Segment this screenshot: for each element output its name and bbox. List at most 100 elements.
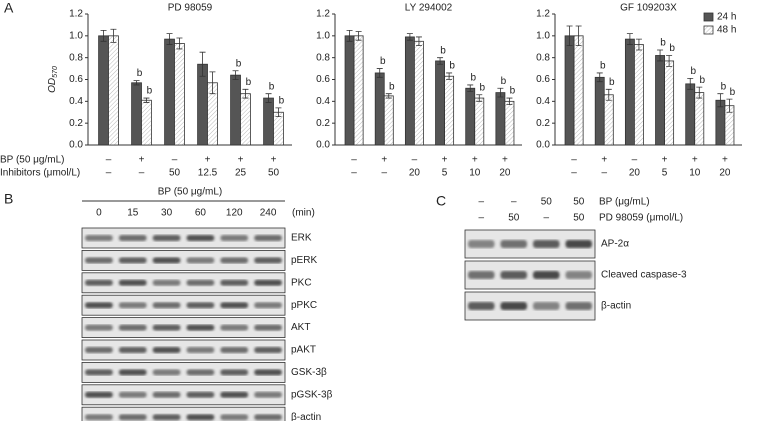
lane-label: – (543, 213, 549, 224)
x-tick-label: + (472, 155, 478, 166)
legend-label: 48 h (717, 25, 736, 36)
error-bar (566, 25, 573, 47)
blot-band (85, 324, 113, 331)
blot-band (152, 347, 181, 353)
blot-band (85, 279, 113, 286)
y-tick-label: 0.2 (69, 118, 83, 129)
time-label: 0 (96, 208, 102, 219)
error-bar (376, 68, 383, 78)
band-label: pERK (291, 255, 317, 266)
blot-frame (81, 406, 286, 421)
error-bar (666, 55, 673, 67)
band-label: ERK (291, 233, 312, 244)
error-bar (497, 87, 504, 98)
bar (98, 35, 109, 146)
bar (594, 76, 605, 146)
bar (655, 55, 665, 146)
y-tick-label: 0.0 (536, 140, 550, 151)
legend-swatch (703, 25, 714, 35)
blot-band (220, 302, 249, 309)
x-tick-label: 20 (499, 168, 511, 179)
blot-band (186, 302, 215, 309)
chart-title: GF 109203X (620, 3, 677, 14)
y-tick-label: 0.8 (316, 52, 330, 63)
significance-letter: b (236, 58, 242, 69)
band-label: PKC (291, 277, 312, 288)
panel-label: A (4, 0, 14, 16)
bar (603, 94, 614, 146)
bar (495, 92, 506, 146)
x-tick-label: – (172, 155, 178, 166)
legend-swatch (703, 12, 714, 22)
bar (624, 38, 635, 146)
blot-band (186, 369, 215, 376)
significance-letter: b (510, 86, 516, 97)
error-bar (506, 97, 513, 106)
y-tick-label: 1.2 (69, 9, 83, 20)
y-tick-label: 1.2 (316, 9, 330, 20)
y-tick-label: 0.6 (69, 74, 83, 85)
bar (131, 82, 142, 146)
error-bar (446, 72, 453, 80)
row-title: PD 98059 (μmol/L) (599, 213, 683, 224)
significance-letter: b (600, 61, 606, 72)
y-tick-label: 0.6 (316, 74, 330, 85)
error-bar (467, 84, 474, 92)
bar (344, 35, 355, 146)
band-label: AKT (291, 322, 310, 333)
error-bar (437, 57, 444, 65)
y-tick-label: 0.4 (316, 96, 330, 107)
bar (263, 97, 274, 146)
blot-frame (81, 272, 286, 294)
blot-band (500, 240, 527, 248)
bar (230, 74, 241, 146)
x-tick-label: + (722, 155, 728, 166)
x-tick-label: – (381, 168, 387, 179)
significance-letter: b (246, 77, 252, 88)
significance-letter: b (730, 87, 736, 98)
error-bar (575, 25, 582, 47)
lane-label: – (478, 213, 484, 224)
y-tick-label: 0.8 (536, 52, 550, 63)
y-tick-label: 1.0 (536, 30, 550, 41)
bar (664, 60, 675, 146)
x-tick-label: + (692, 155, 698, 166)
bar (573, 35, 584, 146)
blot-band (533, 302, 560, 310)
bar (174, 43, 185, 146)
significance-letter: b (479, 82, 485, 93)
x-tick-label: – (571, 155, 577, 166)
blot-band (85, 369, 113, 376)
y-tick-label: 0.2 (536, 118, 550, 129)
significance-letter: b (147, 86, 153, 97)
blot-band (186, 324, 215, 331)
lane-label: 50 (573, 213, 585, 224)
blot-band (186, 391, 215, 398)
y-axis-label-sub: 570 (52, 66, 59, 78)
x-tick-label: – (351, 155, 357, 166)
blot-title: BP (50 μg/mL) (158, 187, 223, 198)
significance-letter: b (699, 75, 705, 86)
blot-band (254, 257, 282, 264)
band-label: GSK-3β (291, 367, 327, 378)
x-tick-label: 5 (442, 168, 448, 179)
error-bar (726, 98, 733, 113)
bar (273, 111, 284, 146)
x-tick-label: 20 (409, 168, 421, 179)
significance-letter: b (380, 56, 386, 67)
blot-frame (81, 294, 286, 316)
row-title: BP (μg/mL) (599, 197, 650, 208)
x-tick-label: 25 (235, 168, 247, 179)
significance-letter: b (389, 81, 395, 92)
blot-band (118, 324, 147, 331)
bar (504, 100, 515, 146)
time-label: 30 (161, 208, 173, 219)
error-bar (626, 33, 633, 45)
x-tick-label: – (412, 155, 418, 166)
error-bar (209, 71, 216, 95)
blot-band (254, 324, 282, 331)
x-tick-label: 20 (629, 168, 641, 179)
blot-band (468, 271, 495, 279)
error-bar (717, 93, 724, 108)
